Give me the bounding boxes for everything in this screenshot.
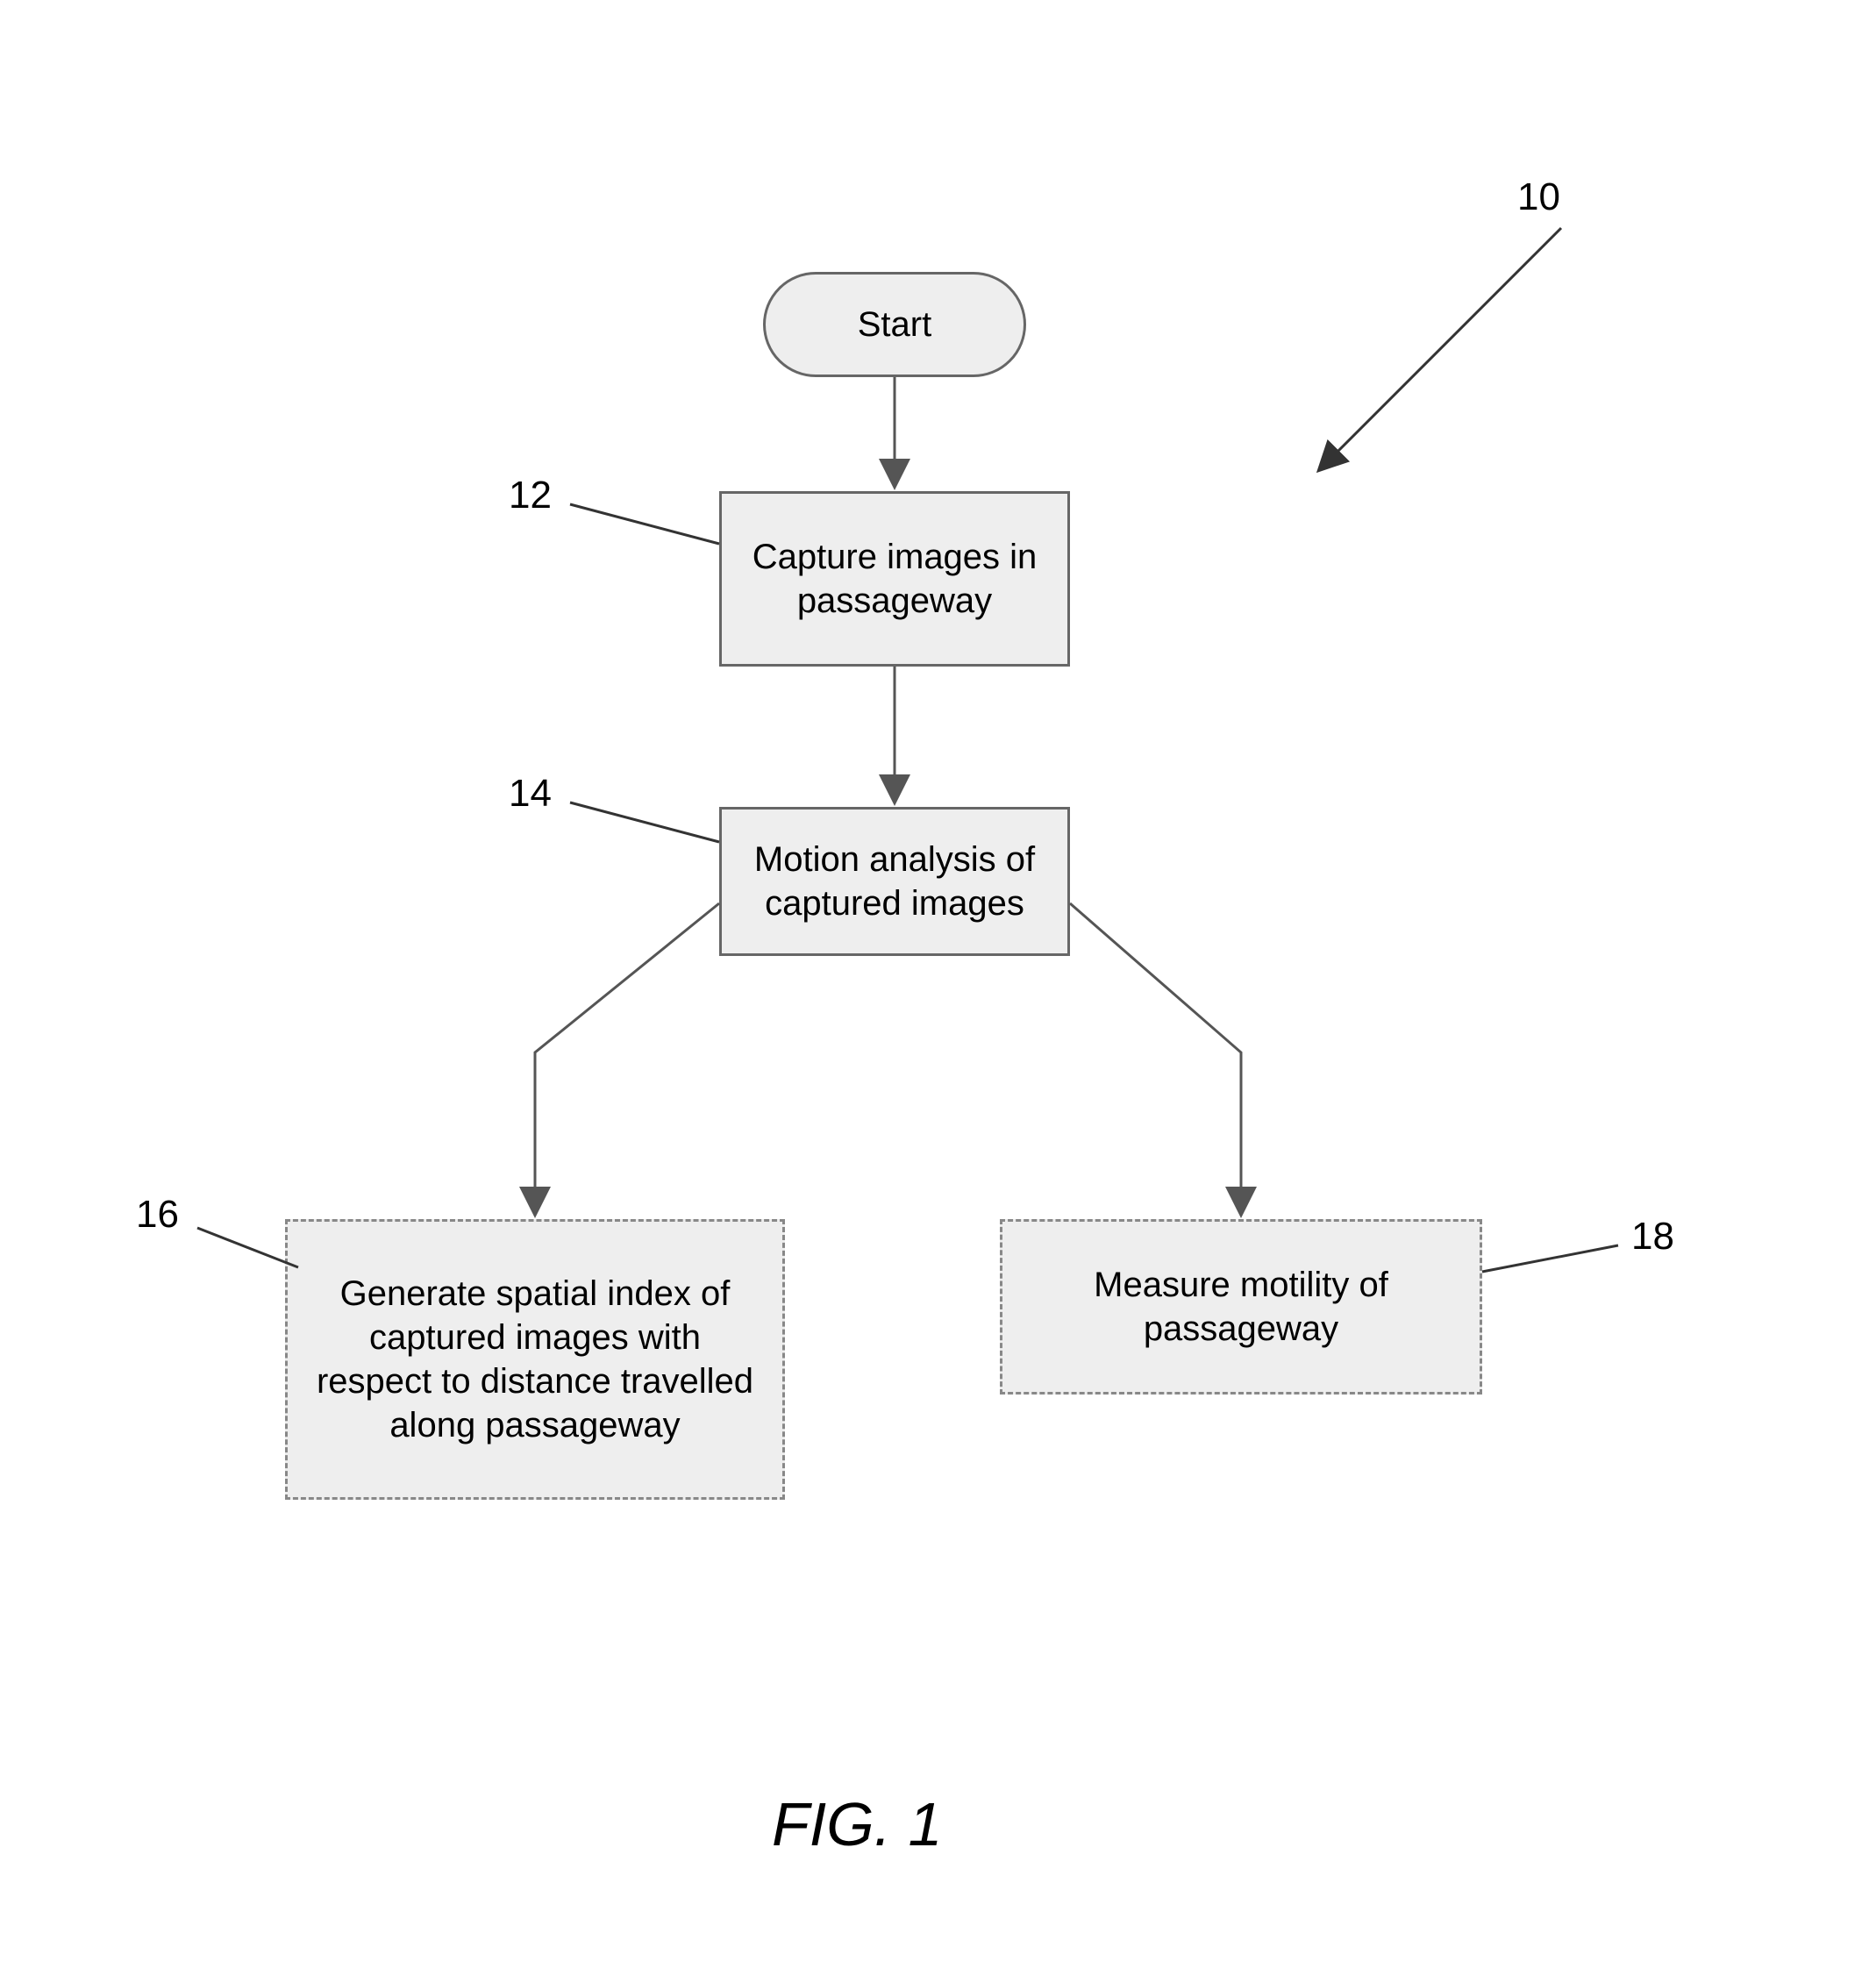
node-spatial-text: Generate spatial index of captured image…: [309, 1272, 761, 1447]
ref-label-12: 12: [509, 474, 552, 517]
node-capture: Capture images in passageway: [719, 491, 1070, 667]
node-motion-text: Motion analysis of captured images: [743, 838, 1046, 925]
node-spatial: Generate spatial index of captured image…: [285, 1219, 785, 1500]
node-motility: Measure motility of passageway: [1000, 1219, 1482, 1395]
node-start-text: Start: [858, 303, 931, 346]
node-motion: Motion analysis of captured images: [719, 807, 1070, 956]
flowchart-canvas: Start Capture images in passageway Motion …: [0, 0, 1876, 1983]
ref-label-10: 10: [1517, 175, 1560, 219]
node-motility-text: Measure motility of passageway: [1024, 1263, 1459, 1351]
node-start: Start: [763, 272, 1026, 377]
ref-label-18: 18: [1631, 1215, 1674, 1259]
ref-label-16: 16: [136, 1193, 179, 1237]
ref-label-14: 14: [509, 772, 552, 816]
node-capture-text: Capture images in passageway: [743, 535, 1046, 623]
figure-caption: FIG. 1: [772, 1789, 942, 1859]
